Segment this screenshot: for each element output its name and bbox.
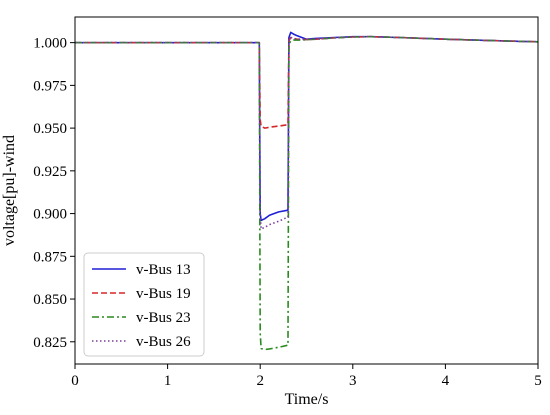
y-tick-label: 0.925 [33,164,67,180]
x-tick-label: 2 [256,373,264,389]
x-tick-label: 1 [164,373,172,389]
x-tick-label: 0 [71,373,79,389]
legend-box [83,252,205,357]
y-axis-title: voltage[pu]-wind [1,135,18,246]
y-tick-label: 0.850 [33,292,67,308]
legend-label: v-Bus 26 [136,334,191,350]
y-tick-label: 0.975 [33,78,67,94]
series-line-3 [75,35,539,351]
y-tick-label: 0.825 [33,335,67,351]
y-tick-label: 0.950 [33,121,67,137]
y-tick-label: 0.900 [33,207,67,223]
y-axis: 0.825 0.850 0.875 0.900 0.925 0.950 0.975 1.000 [33,36,75,351]
x-tick-label: 5 [534,373,542,389]
legend: v-Bus 13 v-Bus 19 v-Bus 23 v-Bus 26 [83,252,205,357]
legend-label: v-Bus 19 [136,286,191,302]
plot-frame [74,16,539,365]
series-line-4 [75,35,539,230]
x-axis: 0 1 2 3 4 5 [71,364,542,389]
legend-label: v-Bus 23 [136,310,191,326]
x-axis-title: Time/s [285,391,329,408]
legend-label: v-Bus 13 [136,262,191,278]
y-tick-label: 0.875 [33,249,67,265]
x-tick-label: 3 [349,373,357,389]
x-tick-label: 4 [442,373,450,389]
y-tick-label: 1.000 [33,36,67,52]
series-layer [75,31,539,351]
